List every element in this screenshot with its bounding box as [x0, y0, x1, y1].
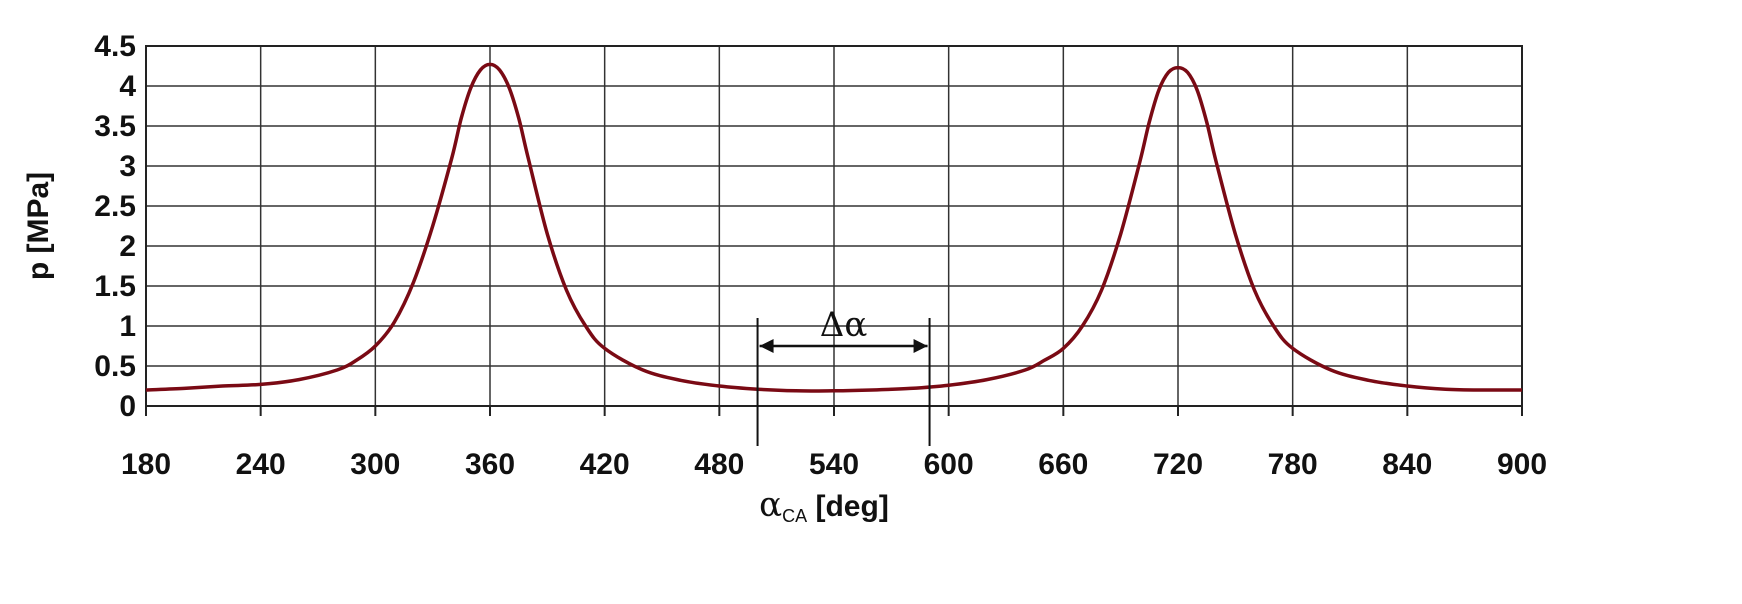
x-axis-label-subscript: CA — [782, 506, 807, 526]
x-tick-label: 780 — [1268, 448, 1318, 481]
y-tick-label: 1 — [119, 310, 136, 343]
x-tick-label: 300 — [350, 448, 400, 481]
x-tick-label: 900 — [1497, 448, 1547, 481]
delta-alpha-label: Δα — [820, 305, 868, 345]
delta-alpha-annotation: Δα — [756, 305, 931, 446]
y-tick-label: 2.5 — [94, 190, 136, 223]
x-tick-label: 660 — [1038, 448, 1088, 481]
x-axis-label: αCA [deg] — [759, 485, 889, 526]
x-tick-label: 600 — [924, 448, 974, 481]
delta-arrow-left — [759, 339, 774, 353]
x-tick-label: 840 — [1382, 448, 1432, 481]
x-axis: 180 240 300 360 420 480 540 600 660 720 780 840 900 — [121, 406, 1547, 481]
y-tick-label: 2 — [119, 230, 136, 263]
x-tick-label: 180 — [121, 448, 171, 481]
grid — [145, 45, 1523, 407]
y-tick-label: 3 — [119, 150, 136, 183]
y-tick-label: 1.5 — [94, 270, 136, 303]
x-tick-label: 540 — [809, 448, 859, 481]
delta-arrow-right — [913, 339, 928, 353]
x-axis-label-symbol: α — [759, 485, 782, 525]
x-tick-label: 420 — [580, 448, 630, 481]
y-axis-label: p [MPa] — [22, 172, 55, 280]
pressure-curve — [145, 62, 1523, 393]
x-axis-label-unit: [deg] — [807, 490, 889, 523]
y-tick-label: 0.5 — [94, 350, 136, 383]
y-tick-label: 4 — [119, 70, 136, 103]
y-tick-label: 3.5 — [94, 110, 136, 143]
x-tick-label: 240 — [236, 448, 286, 481]
x-tick-label: 480 — [694, 448, 744, 481]
y-tick-label: 0 — [119, 390, 136, 423]
y-tick-label: 4.5 — [94, 30, 136, 63]
x-tick-label: 360 — [465, 448, 515, 481]
x-tick-label: 720 — [1153, 448, 1203, 481]
y-axis: 0 0.5 1 1.5 2 2.5 3 3.5 4 4.5 — [94, 30, 136, 423]
